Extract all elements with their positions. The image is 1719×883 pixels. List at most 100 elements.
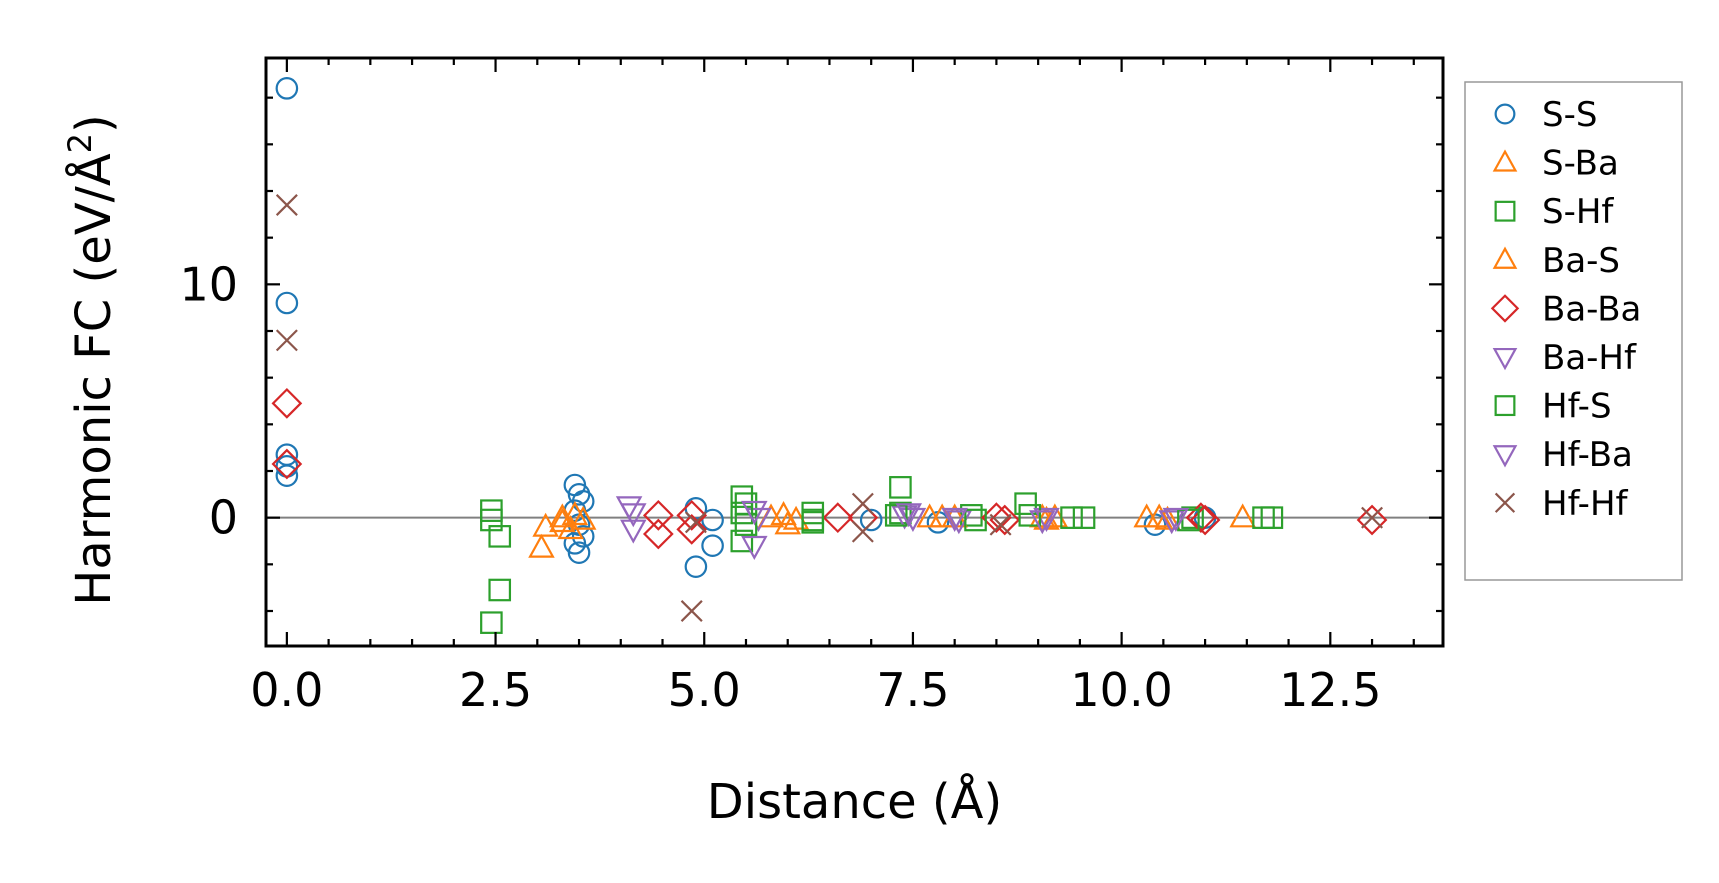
data-point: [275, 194, 298, 216]
series-ba-ba: [271, 387, 1388, 550]
legend-box: [1464, 81, 1683, 581]
legend-entry: S-Hf: [1494, 192, 1614, 232]
plot-area: [266, 77, 1443, 634]
y-axis-label-superscript: 2: [61, 133, 99, 153]
data-point: [480, 508, 503, 532]
data-point: [569, 505, 597, 530]
legend-entry: Hf-S: [1494, 387, 1612, 427]
x-axis-label: Distance (Å): [707, 773, 1002, 830]
data-point: [549, 503, 576, 528]
data-point: [1072, 506, 1096, 529]
data-point: [684, 555, 708, 578]
data-point: [528, 533, 555, 558]
data-point: [734, 513, 758, 536]
x-tick-label: 12.5: [1279, 663, 1381, 717]
data-point: [642, 499, 674, 531]
data-point: [851, 492, 874, 515]
legend: S-S S-Ba S-Hf Ba-S Ba-Ba Ba-Hf Hf-S Hf-Ba Hf-Hf: [1464, 81, 1683, 581]
data-point: [1018, 504, 1042, 527]
data-point: [271, 448, 303, 480]
legend-label: Ba-Ba: [1542, 289, 1641, 329]
legend-marker: [1492, 347, 1518, 371]
data-point: [1185, 502, 1217, 534]
x-tick-label: 2.5: [459, 663, 532, 717]
data-point: [615, 496, 643, 521]
legend-entry: Hf-Ba: [1492, 435, 1633, 475]
plot-frame: [264, 56, 1445, 648]
data-point: [774, 510, 801, 535]
legend-entry: Ba-S: [1492, 241, 1620, 281]
legend-label: Ba-Hf: [1542, 338, 1637, 378]
data-point: [989, 513, 1012, 536]
legend-label: Ba-S: [1542, 241, 1620, 281]
data-point: [851, 520, 874, 543]
legend-marker: [1494, 395, 1516, 417]
data-point: [1361, 506, 1384, 529]
y-axis-label-main: Harmonic FC (eV/Å: [65, 153, 122, 606]
data-point: [620, 519, 647, 544]
axes: 0.0 2.5 5.0 7.5 10.0 12.5 0 10: [179, 56, 1445, 717]
y-axis-label-close: ): [66, 114, 122, 133]
data-point: [1177, 508, 1200, 532]
data-point: [1014, 492, 1037, 515]
legend-marker: [1494, 492, 1516, 513]
x-tick-label: 7.5: [876, 663, 949, 717]
data-point: [1145, 503, 1173, 528]
data-point: [1162, 507, 1190, 532]
legend-label: Hf-Hf: [1542, 484, 1629, 524]
data-point: [1154, 505, 1181, 530]
legend-marker: [1492, 149, 1518, 172]
data-point: [676, 499, 708, 531]
data-point: [891, 505, 918, 530]
x-tick-label: 5.0: [668, 663, 741, 717]
legend-label: S-Hf: [1542, 192, 1614, 232]
data-point: [895, 503, 923, 528]
data-point: [989, 504, 1021, 536]
data-point: [730, 529, 754, 553]
data-point: [567, 541, 591, 564]
data-point: [801, 508, 825, 532]
data-point: [964, 508, 987, 532]
legend-label: S-S: [1542, 95, 1597, 135]
data-point: [488, 525, 512, 548]
y-tick-label: 0: [209, 491, 238, 545]
data-point: [859, 508, 883, 532]
data-point: [889, 501, 912, 525]
legend-entry: Ba-Ba: [1490, 289, 1641, 329]
data-point: [480, 611, 503, 634]
data-point: [941, 507, 968, 532]
legend-entry: Hf-Hf: [1494, 484, 1629, 524]
data-point: [981, 502, 1012, 534]
legend-entry: Ba-Hf: [1492, 338, 1637, 378]
legend-marker: [1494, 200, 1516, 222]
data-point: [271, 387, 303, 419]
x-tick-label: 0.0: [250, 663, 323, 717]
data-point: [889, 476, 912, 499]
data-point: [1229, 503, 1256, 528]
data-point: [741, 535, 768, 560]
data-point: [1029, 510, 1056, 535]
legend-marker: [1490, 294, 1520, 323]
data-point: [275, 464, 299, 487]
data-point: [642, 518, 674, 550]
data-point: [730, 501, 754, 525]
data-point: [571, 525, 595, 548]
legend-label: S-Ba: [1542, 144, 1619, 184]
data-point: [701, 534, 724, 557]
x-tick-label: 10.0: [1070, 663, 1172, 717]
y-tick-label: 10: [179, 257, 238, 311]
series-hf-ba: [620, 500, 1190, 535]
data-point: [488, 578, 512, 602]
series-hf-s: [730, 501, 1200, 536]
data-point: [1060, 506, 1083, 529]
data-point: [275, 291, 299, 315]
data-point: [275, 77, 299, 100]
data-points: [266, 77, 1443, 634]
legend-entry: S-S: [1494, 95, 1597, 135]
data-point: [684, 511, 707, 534]
legend-marker: [1492, 445, 1518, 468]
data-point: [822, 502, 854, 534]
legend-entry: S-Ba: [1492, 144, 1619, 184]
series-hf-hf: [275, 194, 1384, 622]
